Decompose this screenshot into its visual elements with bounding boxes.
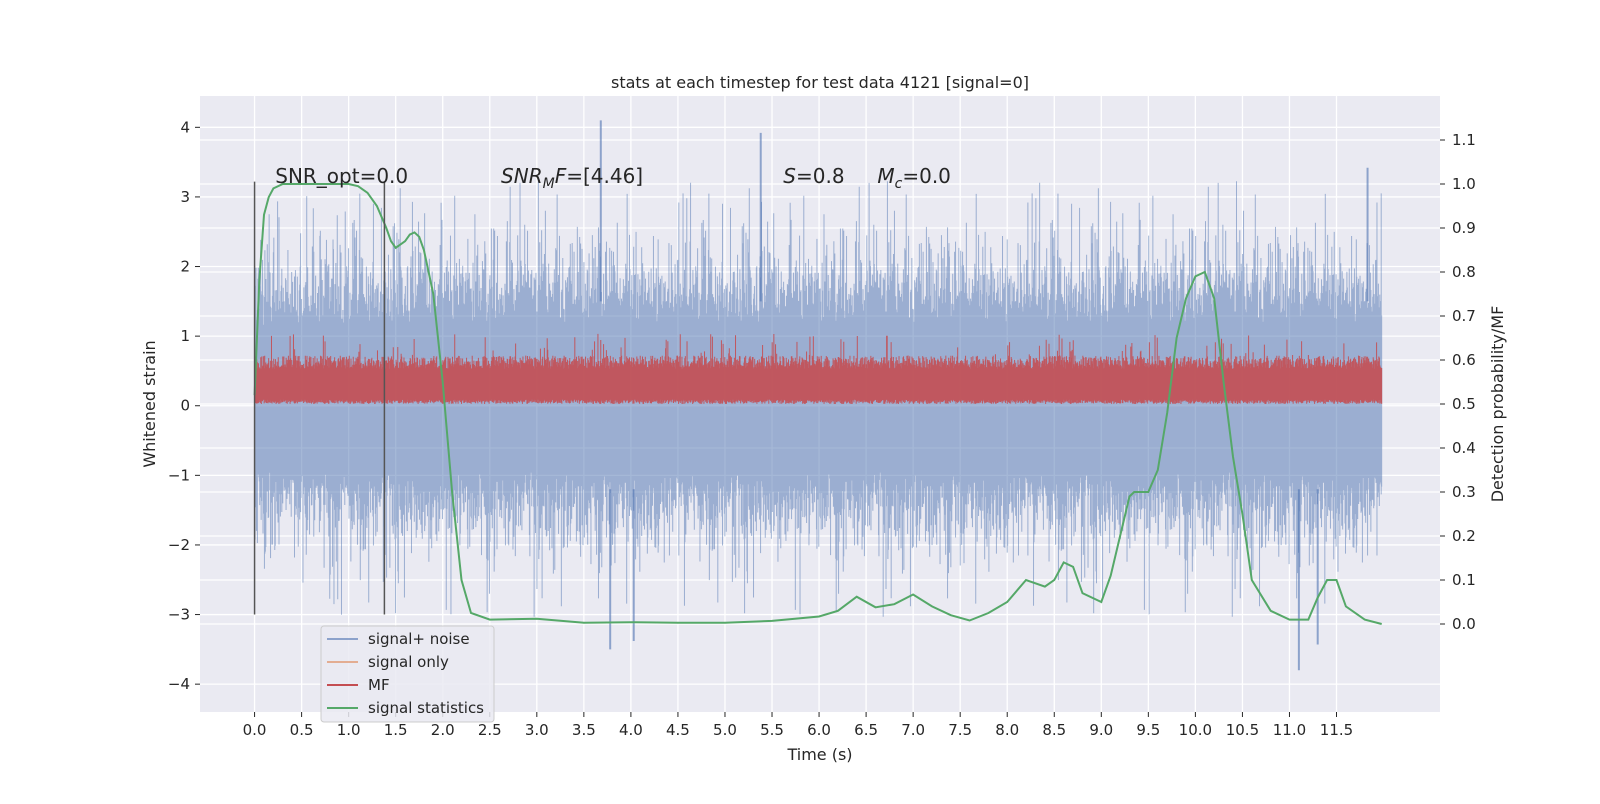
x-tick-label: 10.0 xyxy=(1179,721,1212,739)
data-series xyxy=(253,120,1383,671)
y-tick-label: 2 xyxy=(180,258,190,276)
x-tick-label: 11.0 xyxy=(1273,721,1306,739)
legend-label-signal-only: signal only xyxy=(368,653,449,671)
chart-title: stats at each timestep for test data 412… xyxy=(611,73,1029,92)
legend-label-mf: MF xyxy=(368,676,390,694)
x-tick-label: 2.0 xyxy=(431,721,455,739)
x-tick-label: 8.0 xyxy=(995,721,1019,739)
x-tick-label: 4.5 xyxy=(666,721,690,739)
legend: signal+ noise signal only MF signal stat… xyxy=(320,625,495,723)
y-tick-label: −3 xyxy=(168,606,190,624)
x-tick-label: 5.0 xyxy=(713,721,737,739)
y-right-tick-label: 0.4 xyxy=(1452,439,1476,457)
y-tick-label: −4 xyxy=(168,675,190,693)
x-tick-label: 1.0 xyxy=(337,721,361,739)
x-tick-label: 3.5 xyxy=(572,721,596,739)
y-right-tick-label: 0.1 xyxy=(1452,571,1476,589)
x-tick-label: 1.5 xyxy=(384,721,408,739)
x-tick-label: 6.5 xyxy=(854,721,878,739)
vertical-markers xyxy=(253,181,386,615)
y-tick-label: 0 xyxy=(180,397,190,415)
x-tick-label: 11.5 xyxy=(1320,721,1353,739)
y-right-tick-label: 0.7 xyxy=(1452,307,1476,325)
annotation-text: S=0.8 xyxy=(783,164,844,188)
y-right-tick-label: 0.6 xyxy=(1452,351,1476,369)
annotation-text: SNRMF=[4.46] xyxy=(501,164,643,192)
y-right-tick-label: 1.0 xyxy=(1452,175,1476,193)
series-signal-statistics-line xyxy=(253,183,1382,625)
annotations: SNR_opt=0.0 SNRMF=[4.46] S=0.8 Mc=0.0 xyxy=(275,164,951,192)
x-tick-label: 2.5 xyxy=(478,721,502,739)
y-tick-label: 3 xyxy=(180,188,190,206)
x-tick-label: 9.5 xyxy=(1136,721,1160,739)
x-tick-label: 9.0 xyxy=(1089,721,1113,739)
y-right-tick-label: 0.2 xyxy=(1452,527,1476,545)
annotation-text: Mc=0.0 xyxy=(877,164,951,192)
x-tick-label: 0.0 xyxy=(243,721,267,739)
x-tick-label: 3.0 xyxy=(525,721,549,739)
x-tick-label: 10.5 xyxy=(1226,721,1259,739)
y-right-tick-label: 0.5 xyxy=(1452,395,1476,413)
y-tick-label: 1 xyxy=(180,327,190,345)
legend-label-signal-noise: signal+ noise xyxy=(368,630,470,648)
y-right-tick-label: 0.9 xyxy=(1452,219,1476,237)
x-tick-label: 8.5 xyxy=(1042,721,1066,739)
x-tick-label: 7.5 xyxy=(948,721,972,739)
y-axis-label-right: Detection probability/MF xyxy=(1488,306,1507,503)
x-tick-label: 6.0 xyxy=(807,721,831,739)
y-axis-label: Whitened strain xyxy=(140,340,159,467)
y-tick-label: −2 xyxy=(168,536,190,554)
y-tick-label: −1 xyxy=(168,466,190,484)
y-right-tick-label: 0.0 xyxy=(1452,615,1476,633)
x-tick-label: 7.0 xyxy=(901,721,925,739)
y-right-tick-label: 0.8 xyxy=(1452,263,1476,281)
x-tick-label: 5.5 xyxy=(760,721,784,739)
x-tick-label: 0.5 xyxy=(290,721,314,739)
y-right-tick-label: 1.1 xyxy=(1452,131,1476,149)
legend-box xyxy=(320,625,495,723)
x-axis-label: Time (s) xyxy=(786,745,852,764)
tick-labels: 0.0 0.5 1.0 1.5 2.0 2.5 3.0 3.5 4.0 4.5 5.0 5.5 6.0 6… xyxy=(168,118,1476,739)
y-tick-label: 4 xyxy=(180,118,190,136)
legend-label-signal-statistics: signal statistics xyxy=(368,699,484,717)
x-tick-label: 4.0 xyxy=(619,721,643,739)
annotation-text: SNR_opt=0.0 xyxy=(275,164,408,188)
y-right-tick-label: 0.3 xyxy=(1452,483,1476,501)
